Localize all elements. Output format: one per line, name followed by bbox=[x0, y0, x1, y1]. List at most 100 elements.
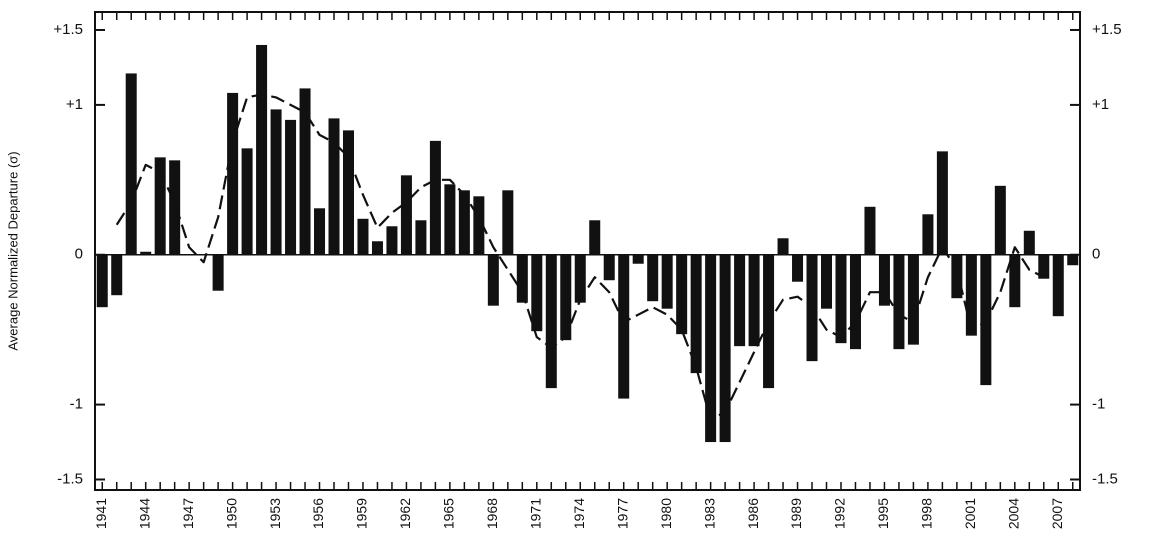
bar bbox=[299, 88, 311, 255]
x-tick-label: 1968 bbox=[484, 498, 500, 529]
bar bbox=[227, 92, 239, 255]
y2-tick-label: -1.5 bbox=[1092, 470, 1118, 487]
x-tick-label: 1953 bbox=[267, 498, 283, 529]
bar bbox=[473, 196, 485, 255]
bar bbox=[531, 254, 543, 332]
x-tick-label: 1971 bbox=[528, 498, 544, 529]
bar bbox=[111, 254, 123, 296]
bar bbox=[1023, 230, 1035, 255]
bar bbox=[647, 254, 659, 302]
bar bbox=[169, 160, 181, 255]
x-tick-label: 1947 bbox=[180, 498, 196, 529]
x-tick-label: 2007 bbox=[1049, 498, 1065, 529]
bar bbox=[574, 254, 586, 303]
x-tick-label: 1995 bbox=[875, 498, 891, 529]
bar bbox=[125, 73, 137, 255]
bar bbox=[314, 208, 326, 255]
x-tick-label: 2001 bbox=[962, 498, 978, 529]
x-tick-label: 1986 bbox=[745, 498, 761, 529]
bar bbox=[487, 254, 499, 306]
bar bbox=[632, 254, 644, 264]
x-tick-label: 1965 bbox=[441, 498, 457, 529]
bar bbox=[965, 254, 977, 336]
y-tick-label: -1 bbox=[70, 396, 83, 413]
bar bbox=[951, 254, 963, 299]
bar bbox=[849, 254, 861, 350]
x-tick-label: 1941 bbox=[93, 498, 109, 529]
bar bbox=[285, 119, 297, 255]
bar bbox=[545, 254, 557, 389]
bar bbox=[415, 220, 427, 255]
x-tick-label: 1959 bbox=[354, 498, 370, 529]
bar bbox=[429, 140, 441, 255]
bar bbox=[516, 254, 528, 303]
y-tick-label: +1 bbox=[66, 96, 83, 113]
bar bbox=[458, 190, 470, 255]
bar bbox=[661, 254, 673, 309]
bar bbox=[719, 254, 731, 443]
bar bbox=[922, 214, 934, 255]
bar bbox=[154, 157, 166, 255]
x-tick-label: 1992 bbox=[832, 498, 848, 529]
bar bbox=[1067, 254, 1079, 266]
bar bbox=[705, 254, 717, 443]
y-tick-label: -1.5 bbox=[57, 470, 83, 487]
x-tick-label: 1974 bbox=[571, 498, 587, 529]
smoothed-line bbox=[115, 93, 1059, 421]
y2-tick-label: 0 bbox=[1092, 246, 1100, 263]
bar bbox=[936, 151, 948, 255]
bar bbox=[1038, 254, 1050, 279]
bar bbox=[893, 254, 905, 350]
bar bbox=[690, 254, 702, 374]
y-tick-label: 0 bbox=[75, 246, 83, 263]
bar bbox=[256, 44, 268, 255]
bar bbox=[878, 254, 890, 306]
bar bbox=[140, 251, 152, 255]
x-tick-label: 1998 bbox=[919, 498, 935, 529]
bar bbox=[400, 175, 412, 255]
y2-tick-label: +1.5 bbox=[1092, 21, 1122, 38]
bar bbox=[907, 254, 919, 345]
bar bbox=[96, 254, 108, 308]
bar bbox=[589, 220, 601, 255]
bar bbox=[748, 254, 760, 347]
x-tick-label: 1983 bbox=[701, 498, 717, 529]
plot-frame bbox=[94, 11, 1081, 491]
bar bbox=[371, 241, 383, 255]
y-axis-label: Average Normalized Departure (σ) bbox=[5, 151, 20, 350]
bar bbox=[444, 184, 456, 255]
bar bbox=[241, 148, 253, 255]
bar bbox=[777, 238, 789, 255]
y2-tick-label: +1 bbox=[1092, 96, 1109, 113]
bar bbox=[357, 218, 369, 255]
bar bbox=[1052, 254, 1064, 317]
bar bbox=[328, 118, 340, 255]
bar bbox=[270, 109, 282, 255]
x-tick-label: 1980 bbox=[658, 498, 674, 529]
bar bbox=[386, 226, 398, 255]
x-tick-label: 1977 bbox=[614, 498, 630, 529]
bar bbox=[864, 206, 876, 255]
bar bbox=[835, 254, 847, 344]
bar bbox=[618, 254, 630, 399]
x-tick-label: 1962 bbox=[397, 498, 413, 529]
bar bbox=[821, 254, 833, 309]
bar bbox=[792, 254, 804, 282]
bar bbox=[994, 185, 1006, 255]
bar bbox=[212, 254, 224, 291]
y2-tick-label: -1 bbox=[1092, 396, 1105, 413]
bar bbox=[676, 254, 688, 335]
x-tick-label: 1956 bbox=[310, 498, 326, 529]
x-tick-label: 1944 bbox=[136, 498, 152, 529]
x-tick-label: 1950 bbox=[223, 498, 239, 529]
bar bbox=[603, 254, 615, 281]
bar bbox=[342, 130, 354, 255]
bar bbox=[560, 254, 572, 341]
bar bbox=[502, 190, 514, 255]
y-tick-label: +1.5 bbox=[53, 21, 83, 38]
bar bbox=[734, 254, 746, 347]
x-tick-label: 2004 bbox=[1006, 498, 1022, 529]
bar bbox=[1009, 254, 1021, 308]
x-tick-label: 1989 bbox=[788, 498, 804, 529]
